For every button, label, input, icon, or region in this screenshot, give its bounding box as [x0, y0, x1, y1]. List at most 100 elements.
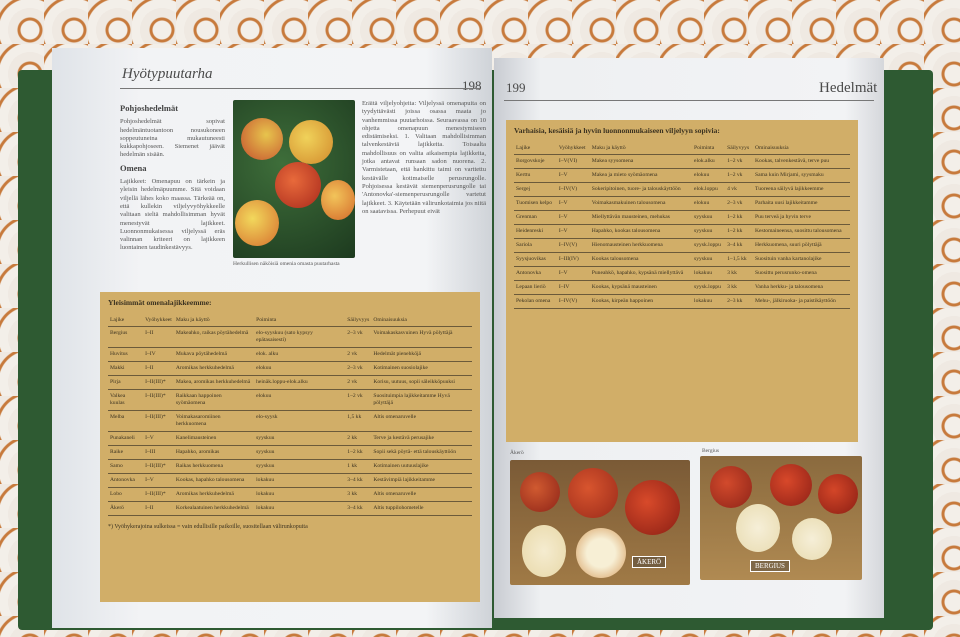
table-row: Raike I–III Hapahko, aromikas syyskuu 1–2 kk…	[108, 445, 472, 460]
table-cell: syyskuu	[254, 445, 346, 460]
column-header: Säilyvyys	[725, 143, 754, 155]
table-row: Antonovka I–V Kookas, hapahko talousomena l…	[108, 473, 472, 488]
table-cell: syyskuu	[692, 252, 726, 267]
table-cell: Melba	[108, 410, 144, 432]
table-cell: Hienomausteinen herkkuomena	[589, 238, 693, 253]
column-header: Lajike	[514, 143, 557, 155]
table-cell: 1–2 vk	[725, 154, 754, 169]
table-row: Heidenreski I–V Hapahko, kookas talousomen…	[514, 224, 850, 239]
table-title: Varhaisia, kesäisiä ja hyvin luonnonmuka…	[514, 126, 720, 135]
column-header: Lajike	[108, 315, 144, 327]
table-cell: Tuomisen kelpo	[514, 196, 557, 211]
table-cell: I–II(III)*	[143, 459, 174, 474]
right-column: Eräitä viljelyohjeita: Viljelyssä omenap…	[362, 100, 486, 215]
table-cell: 1–1,5 kk	[725, 252, 754, 267]
table-cell: Antonovka	[514, 266, 557, 281]
table-cell: I–IV(V)	[556, 294, 590, 309]
table-cell: I–III(IV)	[556, 252, 590, 267]
table-cell: elok.alku	[692, 154, 726, 169]
varieties-table-box: Yleisimmät omenalajikkeemme: Lajike Vyöhy…	[100, 292, 480, 602]
table-row: Lobo I–II(III)* Aromikas herkkuhedelmä loka…	[108, 487, 472, 502]
table-cell: I–V	[556, 168, 590, 183]
table-cell: Kestomaineensa, suosittu talousomena	[753, 224, 850, 239]
table-cell: Kerttu	[514, 168, 557, 183]
akero-photo: ÅKERÖ	[510, 460, 690, 585]
organic-varieties-table: Lajike Vyöhykkeet Maku ja käyttö Poiminta Sä…	[514, 143, 850, 309]
table-cell: syyskuu	[692, 210, 726, 225]
column-header: Säilyvyys	[345, 315, 372, 327]
table-cell: 2 vk	[345, 375, 372, 390]
table-cell: Makea syysomena	[589, 154, 693, 169]
table-cell: Altis omenaruvelle	[371, 487, 472, 502]
table-cell: I–III	[143, 445, 174, 460]
table-cell: 1–2 vk	[345, 389, 372, 411]
table-row: Samo I–II(III)* Raikas herkkuomena syyskuu 1…	[108, 459, 472, 474]
table-cell: Raikas herkkuomena	[173, 459, 255, 474]
varieties-table: Lajike Vyöhykkeet Maku ja käyttö Poiminta Sä…	[108, 315, 472, 516]
table-row: Bergius I–II Makeahko, raikas pöytähedelmä…	[108, 326, 472, 348]
table-cell: Åkerö	[108, 501, 144, 516]
table-cell: I–II(III)*	[143, 487, 174, 502]
table-cell: syyskuu	[254, 431, 346, 446]
page-number: 199	[506, 80, 526, 95]
table-cell: Puu terveä ja hyvin terve	[753, 210, 850, 225]
table-cell: elo-syyskuu (sato kypsyy epätasaisesti)	[254, 326, 346, 348]
table-cell: Pekolan omena	[514, 294, 557, 309]
table-cell: syyskuu	[254, 459, 346, 474]
table-row: Huvitus I–IV Mukava pöytähedelmä elok. alku…	[108, 347, 472, 362]
table-cell: Mukava pöytähedelmä	[173, 347, 255, 362]
table-cell: Voimakaskasvuinen Hyvä pölyttäjä	[371, 326, 472, 348]
table-cell: I–II(III)*	[143, 410, 174, 432]
table-cell: 4 vk	[725, 182, 754, 197]
heading: Pohjoshedelmät	[120, 103, 179, 113]
table-cell: Suosittu perusrunko-omena	[753, 266, 850, 281]
table-cell: Hapahko, kookas talousomena	[589, 224, 693, 239]
table-cell: elokuu	[692, 196, 726, 211]
organic-varieties-table-box: Varhaisia, kesäisiä ja hyvin luonnonmuka…	[506, 120, 858, 442]
table-cell: 1,5 kk	[345, 410, 372, 432]
column-header: Maku ja käyttö	[173, 315, 255, 327]
table-cell: elokuu	[254, 361, 346, 376]
table-cell: Makea ja mieto syömäomena	[589, 168, 693, 183]
photo-caption: Herkullisen näköisiä omenia omasta puuta…	[233, 261, 340, 267]
column-header: Vyöhykkeet	[143, 315, 174, 327]
table-cell: Altis omenaruvelle	[371, 410, 472, 432]
table-cell: Makeahko, raikas pöytähedelmä	[173, 326, 255, 348]
table-cell: Kanelimausteinen	[173, 431, 255, 446]
table-cell: Samo	[108, 459, 144, 474]
table-cell: Aromikas herkkuhedelmä	[173, 361, 255, 376]
table-row: Punakaneli I–V Kanelimausteinen syyskuu 2 kk…	[108, 431, 472, 446]
table-cell: elo-syysk	[254, 410, 346, 432]
column-header: Poiminta	[254, 315, 346, 327]
table-title: Yleisimmät omenalajikkeemme:	[108, 298, 212, 307]
photo-caption-bergius: Bergius	[702, 448, 720, 454]
column-header: Maku ja käyttö	[589, 143, 693, 155]
table-footnote: *) Vyöhykerajoina sulkeissa = vain edull…	[108, 524, 308, 530]
bergius-tag: BERGIUS	[750, 560, 790, 572]
table-cell: I–V	[556, 266, 590, 281]
table-cell: I–V	[556, 224, 590, 239]
section-title: Hedelmät	[819, 80, 878, 96]
intro-text: Pohjoshedelmät sopivat hedelmäntuotantoo…	[120, 118, 225, 159]
table-cell: Makki	[108, 361, 144, 376]
table-row: Syysjuovikas I–III(IV) Kookas talousomena s…	[514, 252, 850, 267]
table-cell: Sama kuin Mirjami, syysmaku	[753, 168, 850, 183]
table-cell: Raikkaan happoinen syömäomena	[173, 389, 255, 411]
table-cell: 1–2 kk	[345, 445, 372, 460]
table-cell: Voimakasmakuinen talousomena	[589, 196, 693, 211]
table-cell: I–IV(V)	[556, 238, 590, 253]
table-row: Melba I–II(III)* Voimakasaromiinen herkkuo…	[108, 410, 472, 432]
apples-photo	[233, 100, 355, 258]
table-row: Makki I–II Aromikas herkkuhedelmä elokuu 2–3…	[108, 361, 472, 376]
column-header: Ominaisuuksia	[753, 143, 850, 155]
table-cell: I–IV	[556, 280, 590, 295]
table-cell: Kookas talousomena	[589, 252, 693, 267]
table-cell: 2 kk	[345, 431, 372, 446]
table-cell: I–V	[556, 196, 590, 211]
table-cell: Grenman	[514, 210, 557, 225]
table-cell: Lobo	[108, 487, 144, 502]
table-cell: Kestävimpiä lajikkeitamme	[371, 473, 472, 488]
table-cell: Sopii sekä pöytä- että talouskäyttöön	[371, 445, 472, 460]
table-cell: lokakuu	[692, 294, 726, 309]
column-header: Poiminta	[692, 143, 726, 155]
